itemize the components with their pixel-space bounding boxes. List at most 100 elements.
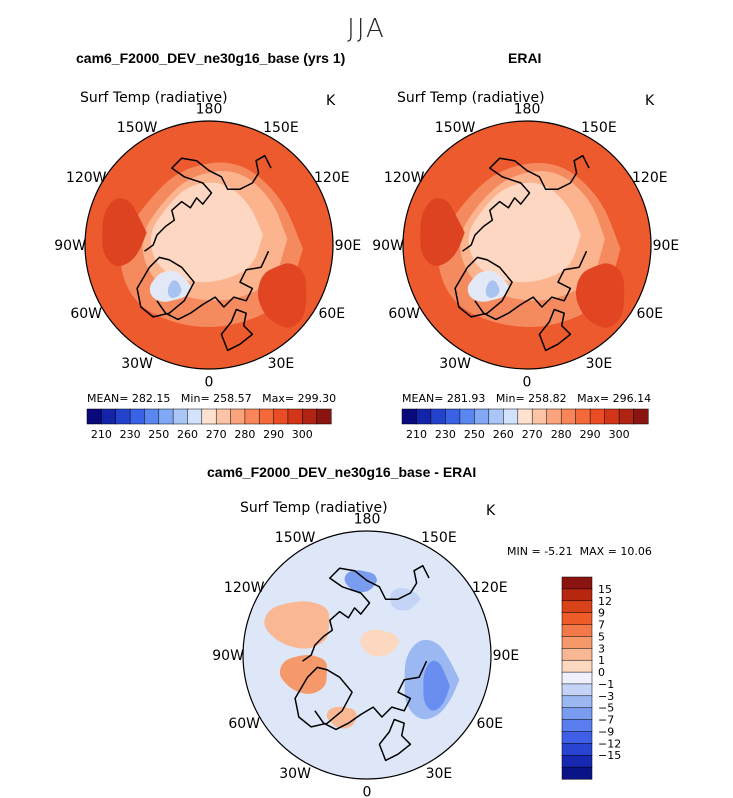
- colorbar-swatch: [445, 409, 460, 424]
- colorbar-swatch: [116, 409, 131, 424]
- colorbar-tick: −15: [598, 749, 621, 762]
- panel2-stats: MEAN= 281.93 Min= 258.82 Max= 296.14: [402, 392, 651, 405]
- colorbar-swatch: [562, 708, 592, 720]
- panel3-max-value: 10.06: [620, 545, 652, 558]
- colorbar-swatch: [144, 409, 159, 424]
- colorbar-tick-280: 280: [234, 428, 255, 441]
- colorbar-swatch: [562, 577, 592, 589]
- lon-label-180: 180: [196, 102, 223, 118]
- lon-label-90W: 90W: [372, 238, 404, 254]
- lon-label-90E: 90E: [653, 238, 680, 254]
- colorbar-swatch: [274, 409, 289, 424]
- colorbar-swatch: [489, 409, 504, 424]
- lon-label-30W: 30W: [439, 356, 471, 372]
- colorbar-tick-290: 290: [263, 428, 284, 441]
- lon-label-60W: 60W: [70, 306, 102, 322]
- lon-label-0: 0: [205, 374, 214, 390]
- colorbar-swatch: [518, 409, 533, 424]
- colorbar-swatch: [532, 409, 547, 424]
- panel2-units: K: [645, 93, 654, 109]
- lon-label-0: 0: [363, 784, 372, 798]
- lon-label-120W: 120W: [224, 580, 265, 596]
- lon-label-30E: 30E: [268, 356, 295, 372]
- colorbar-tick-280: 280: [551, 428, 572, 441]
- colorbar-tick-230: 230: [435, 428, 456, 441]
- panel2-max-label: Max=: [577, 392, 609, 405]
- panel1-max-value: 299.30: [298, 392, 337, 405]
- lon-label-120W: 120W: [384, 170, 425, 186]
- colorbar-swatch: [562, 672, 592, 684]
- colorbar-tick-290: 290: [580, 428, 601, 441]
- colorbar-swatch: [402, 409, 417, 424]
- colorbar-swatch: [605, 409, 620, 424]
- colorbar-tick-250: 250: [464, 428, 485, 441]
- panel2-mean-value: 281.93: [447, 392, 486, 405]
- lon-label-90W: 90W: [54, 238, 86, 254]
- lon-label-90E: 90E: [493, 648, 520, 664]
- lon-label-30E: 30E: [426, 766, 453, 782]
- panel2-min-value: 258.82: [528, 392, 567, 405]
- panel2-variable: Surf Temp (radiative): [397, 90, 545, 106]
- colorbar-swatch: [202, 409, 217, 424]
- colorbar-swatch: [302, 409, 317, 424]
- lon-label-120E: 120E: [632, 170, 668, 186]
- lon-label-60E: 60E: [318, 306, 345, 322]
- polar-map-2: 180150E120E90E60E30E030W60W90W120W150W: [372, 102, 679, 391]
- colorbar-tick-300: 300: [292, 428, 313, 441]
- colorbar-tick-270: 270: [206, 428, 227, 441]
- colorbar-swatch: [634, 409, 649, 424]
- colorbar-tick-260: 260: [493, 428, 514, 441]
- polar-map-1: 180 150E 120E 90E 60E 30E 0 30W 60W 90W 120W 150W: [54, 102, 361, 391]
- polar-map-3: 180 150E 120E 90E 60E 30E 0 30W 60W 90W 120W 150W: [212, 512, 519, 798]
- lon-label-0: 0: [523, 374, 532, 390]
- colorbar-swatch: [562, 767, 592, 779]
- colorbar-swatch: [87, 409, 102, 424]
- lon-label-120W: 120W: [66, 170, 107, 186]
- colorbar-tick-230: 230: [120, 428, 141, 441]
- colorbar-swatch: [562, 684, 592, 696]
- colorbar-1: 210 230 250 260 270 280 290 300: [87, 409, 331, 441]
- colorbar-swatch: [562, 589, 592, 601]
- lon-label-30W: 30W: [279, 766, 311, 782]
- panel1-stats: MEAN= 282.15 Min= 258.57 Max= 299.30: [87, 392, 336, 405]
- colorbar-swatch: [590, 409, 605, 424]
- map-field: [243, 531, 491, 779]
- colorbar-swatch: [562, 732, 592, 744]
- panel3-min-value: -5.21: [544, 545, 572, 558]
- lon-label-150E: 150E: [263, 120, 299, 136]
- colorbar-swatch: [562, 636, 592, 648]
- lon-label-30E: 30E: [586, 356, 613, 372]
- colorbar-swatch: [576, 409, 591, 424]
- lon-label-120E: 120E: [314, 170, 350, 186]
- colorbar-swatch: [561, 409, 576, 424]
- map-field: [85, 121, 333, 369]
- panel2-mean-label: MEAN=: [402, 392, 443, 405]
- panel3-units: K: [486, 503, 495, 519]
- colorbar-swatch: [562, 601, 592, 613]
- colorbar-swatch: [619, 409, 634, 424]
- colorbar-swatch: [460, 409, 475, 424]
- colorbar-swatch: [562, 625, 592, 637]
- lon-label-90W: 90W: [212, 648, 244, 664]
- colorbar-swatch: [130, 409, 145, 424]
- panel1-max-label: Max=: [262, 392, 294, 405]
- colorbar-swatch: [562, 720, 592, 732]
- colorbar-swatch: [562, 755, 592, 767]
- diff-base: [243, 531, 491, 779]
- colorbar-swatch: [216, 409, 231, 424]
- colorbar-tick-250: 250: [148, 428, 169, 441]
- colorbar-swatch: [562, 660, 592, 672]
- colorbar-swatch: [188, 409, 203, 424]
- colorbar-swatch: [562, 696, 592, 708]
- lon-label-60E: 60E: [476, 716, 503, 732]
- colorbar-swatch: [431, 409, 446, 424]
- colorbar-swatch: [173, 409, 188, 424]
- lon-label-150E: 150E: [421, 530, 457, 546]
- panel3-stats: MIN = -5.21 MAX = 10.06: [507, 545, 652, 558]
- panel1-mean-label: MEAN=: [87, 392, 128, 405]
- lon-label-120E: 120E: [472, 580, 508, 596]
- lon-label-150W: 150W: [275, 530, 316, 546]
- panel2-title: ERAI: [508, 50, 541, 66]
- colorbar-swatch: [474, 409, 489, 424]
